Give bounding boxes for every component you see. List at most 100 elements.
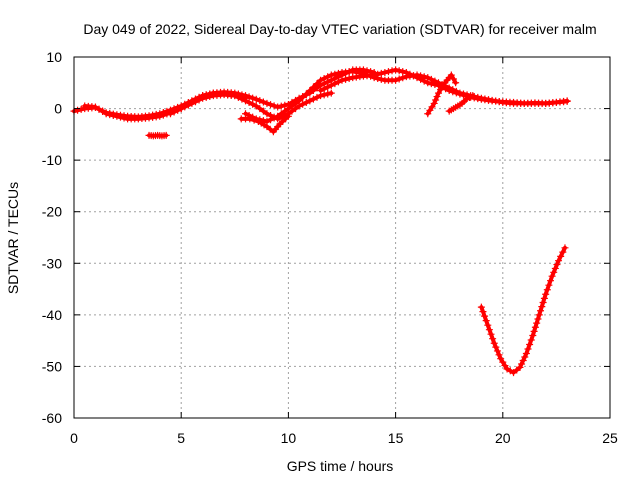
data-point: [342, 75, 350, 83]
data-point: [409, 72, 417, 80]
data-point: [495, 351, 503, 359]
data-point: [256, 97, 264, 105]
series-line: [425, 73, 458, 116]
data-point: [349, 67, 357, 75]
data-point: [533, 319, 541, 327]
data-point: [199, 92, 207, 100]
data-point: [377, 69, 385, 77]
data-point: [540, 294, 548, 302]
data-point: [256, 105, 264, 113]
data-point: [109, 111, 117, 119]
data-point: [234, 93, 242, 101]
data-point: [474, 95, 482, 103]
data-point: [338, 76, 346, 84]
data-point: [231, 92, 239, 100]
data-point: [259, 107, 267, 115]
data-point: [302, 90, 310, 98]
data-point: [259, 117, 267, 125]
data-point: [327, 71, 335, 79]
data-point: [492, 343, 500, 351]
x-tick-label: 10: [281, 430, 297, 446]
data-point: [156, 112, 164, 120]
data-point: [555, 257, 563, 265]
data-point: [384, 68, 392, 76]
data-point: [553, 261, 561, 269]
data-point: [195, 93, 203, 101]
data-point: [274, 103, 282, 111]
data-point: [519, 356, 527, 364]
data-point: [434, 81, 442, 89]
data-point: [447, 71, 455, 79]
data-point: [166, 110, 174, 118]
data-point: [469, 92, 477, 100]
data-point: [413, 74, 421, 82]
data-point: [106, 111, 114, 119]
data-point: [534, 315, 542, 323]
data-point: [538, 303, 546, 311]
data-point: [242, 110, 250, 118]
data-point: [481, 312, 489, 320]
data-point: [550, 268, 558, 276]
data-point: [191, 95, 199, 103]
data-point: [95, 105, 103, 113]
data-point: [270, 102, 278, 110]
data-point: [392, 76, 400, 84]
data-point: [516, 363, 524, 371]
data-point: [518, 360, 526, 368]
data-point: [238, 95, 246, 103]
x-tick-label: 0: [70, 430, 78, 446]
data-point: [91, 103, 99, 111]
data-point: [487, 330, 495, 338]
data-point: [479, 308, 487, 316]
data-point: [374, 70, 382, 78]
data-point: [557, 252, 565, 260]
data-point: [370, 71, 378, 79]
data-point: [277, 110, 285, 118]
data-point: [317, 87, 325, 95]
series-line: [168, 91, 334, 121]
data-point: [299, 93, 307, 101]
data-point: [313, 93, 321, 101]
data-point: [295, 97, 303, 105]
data-point: [116, 113, 124, 121]
data-point: [548, 272, 556, 280]
data-point: [281, 101, 289, 109]
data-point: [77, 105, 85, 113]
data-point: [334, 69, 342, 77]
x-tick-label: 5: [177, 430, 185, 446]
data-point: [535, 311, 543, 319]
y-tick-label: -60: [42, 410, 62, 426]
data-point: [452, 79, 460, 87]
y-tick-label: 0: [54, 101, 62, 117]
data-point: [459, 91, 467, 99]
data-point: [252, 115, 260, 123]
data-point: [547, 277, 555, 285]
data-point: [417, 75, 425, 83]
data-point: [327, 81, 335, 89]
y-tick-label: 10: [46, 49, 62, 65]
y-axis-label: SDTVAR / TECUs: [5, 182, 21, 294]
x-tick-label: 20: [495, 430, 511, 446]
data-point: [559, 248, 567, 256]
data-point: [432, 96, 440, 104]
data-point: [529, 331, 537, 339]
data-point: [406, 70, 414, 78]
data-point: [159, 111, 167, 119]
data-point: [263, 117, 271, 125]
data-point: [302, 99, 310, 107]
data-point: [288, 102, 296, 110]
data-point: [306, 97, 314, 105]
data-point: [263, 99, 271, 107]
data-point: [259, 98, 267, 106]
data-point: [324, 83, 332, 91]
data-point: [381, 68, 389, 76]
data-point: [252, 95, 260, 103]
data-point: [284, 105, 292, 113]
data-point: [281, 107, 289, 115]
data-point: [252, 102, 260, 110]
data-point: [292, 99, 300, 107]
data-point: [245, 111, 253, 119]
data-point: [327, 89, 335, 97]
